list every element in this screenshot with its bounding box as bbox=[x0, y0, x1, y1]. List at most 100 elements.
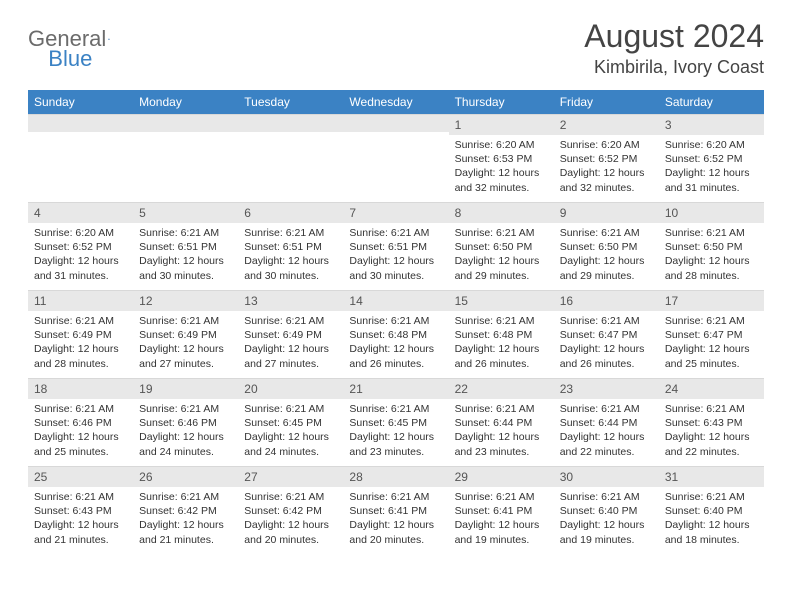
day-number: 6 bbox=[238, 202, 343, 223]
day-number bbox=[238, 114, 343, 132]
daylight-text: Daylight: 12 hours and 20 minutes. bbox=[349, 518, 442, 546]
weekday-monday: Monday bbox=[133, 90, 238, 114]
sunrise-text: Sunrise: 6:21 AM bbox=[455, 402, 548, 416]
calendar-cell: 7Sunrise: 6:21 AMSunset: 6:51 PMDaylight… bbox=[343, 202, 448, 290]
day-body: Sunrise: 6:21 AMSunset: 6:44 PMDaylight:… bbox=[554, 399, 659, 464]
daylight-text: Daylight: 12 hours and 31 minutes. bbox=[34, 254, 127, 282]
calendar-cell: 1Sunrise: 6:20 AMSunset: 6:53 PMDaylight… bbox=[449, 114, 554, 202]
sunset-text: Sunset: 6:45 PM bbox=[244, 416, 337, 430]
sunset-text: Sunset: 6:40 PM bbox=[560, 504, 653, 518]
sunrise-text: Sunrise: 6:21 AM bbox=[139, 226, 232, 240]
day-body: Sunrise: 6:21 AMSunset: 6:40 PMDaylight:… bbox=[554, 487, 659, 552]
day-number: 11 bbox=[28, 290, 133, 311]
logo-text-blue: Blue bbox=[48, 46, 92, 72]
day-body: Sunrise: 6:21 AMSunset: 6:43 PMDaylight:… bbox=[659, 399, 764, 464]
day-body: Sunrise: 6:21 AMSunset: 6:47 PMDaylight:… bbox=[659, 311, 764, 376]
daylight-text: Daylight: 12 hours and 26 minutes. bbox=[455, 342, 548, 370]
sunrise-text: Sunrise: 6:21 AM bbox=[455, 490, 548, 504]
day-body: Sunrise: 6:21 AMSunset: 6:50 PMDaylight:… bbox=[554, 223, 659, 288]
sunrise-text: Sunrise: 6:21 AM bbox=[665, 490, 758, 504]
calendar-cell: 12Sunrise: 6:21 AMSunset: 6:49 PMDayligh… bbox=[133, 290, 238, 378]
logo-sail-icon bbox=[108, 31, 110, 47]
day-number: 17 bbox=[659, 290, 764, 311]
day-body: Sunrise: 6:21 AMSunset: 6:51 PMDaylight:… bbox=[133, 223, 238, 288]
day-body bbox=[238, 132, 343, 192]
sunrise-text: Sunrise: 6:21 AM bbox=[34, 402, 127, 416]
day-body: Sunrise: 6:21 AMSunset: 6:51 PMDaylight:… bbox=[238, 223, 343, 288]
weekday-saturday: Saturday bbox=[659, 90, 764, 114]
day-body: Sunrise: 6:21 AMSunset: 6:51 PMDaylight:… bbox=[343, 223, 448, 288]
day-number: 10 bbox=[659, 202, 764, 223]
sunrise-text: Sunrise: 6:21 AM bbox=[244, 314, 337, 328]
sunset-text: Sunset: 6:53 PM bbox=[455, 152, 548, 166]
sunset-text: Sunset: 6:51 PM bbox=[349, 240, 442, 254]
day-body: Sunrise: 6:21 AMSunset: 6:46 PMDaylight:… bbox=[28, 399, 133, 464]
sunrise-text: Sunrise: 6:21 AM bbox=[560, 314, 653, 328]
calendar-cell: 23Sunrise: 6:21 AMSunset: 6:44 PMDayligh… bbox=[554, 378, 659, 466]
sunrise-text: Sunrise: 6:21 AM bbox=[560, 402, 653, 416]
sunrise-text: Sunrise: 6:21 AM bbox=[139, 314, 232, 328]
calendar-cell: 30Sunrise: 6:21 AMSunset: 6:40 PMDayligh… bbox=[554, 466, 659, 554]
calendar-row: 18Sunrise: 6:21 AMSunset: 6:46 PMDayligh… bbox=[28, 378, 764, 466]
daylight-text: Daylight: 12 hours and 30 minutes. bbox=[244, 254, 337, 282]
day-number: 18 bbox=[28, 378, 133, 399]
daylight-text: Daylight: 12 hours and 27 minutes. bbox=[139, 342, 232, 370]
calendar-cell: 9Sunrise: 6:21 AMSunset: 6:50 PMDaylight… bbox=[554, 202, 659, 290]
calendar-cell: 28Sunrise: 6:21 AMSunset: 6:41 PMDayligh… bbox=[343, 466, 448, 554]
sunrise-text: Sunrise: 6:21 AM bbox=[665, 402, 758, 416]
day-number: 24 bbox=[659, 378, 764, 399]
sunset-text: Sunset: 6:40 PM bbox=[665, 504, 758, 518]
calendar-cell: 16Sunrise: 6:21 AMSunset: 6:47 PMDayligh… bbox=[554, 290, 659, 378]
sunrise-text: Sunrise: 6:21 AM bbox=[560, 226, 653, 240]
calendar-cell: 14Sunrise: 6:21 AMSunset: 6:48 PMDayligh… bbox=[343, 290, 448, 378]
calendar-row: 4Sunrise: 6:20 AMSunset: 6:52 PMDaylight… bbox=[28, 202, 764, 290]
day-number: 19 bbox=[133, 378, 238, 399]
calendar-cell: 31Sunrise: 6:21 AMSunset: 6:40 PMDayligh… bbox=[659, 466, 764, 554]
weekday-header-row: Sunday Monday Tuesday Wednesday Thursday… bbox=[28, 90, 764, 114]
daylight-text: Daylight: 12 hours and 20 minutes. bbox=[244, 518, 337, 546]
day-number: 5 bbox=[133, 202, 238, 223]
calendar-cell: 6Sunrise: 6:21 AMSunset: 6:51 PMDaylight… bbox=[238, 202, 343, 290]
day-number: 1 bbox=[449, 114, 554, 135]
day-body: Sunrise: 6:21 AMSunset: 6:45 PMDaylight:… bbox=[238, 399, 343, 464]
calendar-row: 11Sunrise: 6:21 AMSunset: 6:49 PMDayligh… bbox=[28, 290, 764, 378]
daylight-text: Daylight: 12 hours and 26 minutes. bbox=[560, 342, 653, 370]
calendar-cell: 4Sunrise: 6:20 AMSunset: 6:52 PMDaylight… bbox=[28, 202, 133, 290]
day-number: 22 bbox=[449, 378, 554, 399]
day-number: 29 bbox=[449, 466, 554, 487]
sunrise-text: Sunrise: 6:21 AM bbox=[34, 490, 127, 504]
sunset-text: Sunset: 6:50 PM bbox=[665, 240, 758, 254]
day-body: Sunrise: 6:21 AMSunset: 6:40 PMDaylight:… bbox=[659, 487, 764, 552]
daylight-text: Daylight: 12 hours and 29 minutes. bbox=[455, 254, 548, 282]
sunset-text: Sunset: 6:43 PM bbox=[665, 416, 758, 430]
calendar-cell bbox=[133, 114, 238, 202]
day-number: 31 bbox=[659, 466, 764, 487]
sunrise-text: Sunrise: 6:21 AM bbox=[244, 402, 337, 416]
calendar-cell: 5Sunrise: 6:21 AMSunset: 6:51 PMDaylight… bbox=[133, 202, 238, 290]
location-label: Kimbirila, Ivory Coast bbox=[584, 57, 764, 78]
daylight-text: Daylight: 12 hours and 24 minutes. bbox=[244, 430, 337, 458]
daylight-text: Daylight: 12 hours and 31 minutes. bbox=[665, 166, 758, 194]
weekday-friday: Friday bbox=[554, 90, 659, 114]
sunset-text: Sunset: 6:50 PM bbox=[455, 240, 548, 254]
day-number: 4 bbox=[28, 202, 133, 223]
daylight-text: Daylight: 12 hours and 25 minutes. bbox=[665, 342, 758, 370]
sunset-text: Sunset: 6:52 PM bbox=[560, 152, 653, 166]
daylight-text: Daylight: 12 hours and 26 minutes. bbox=[349, 342, 442, 370]
sunset-text: Sunset: 6:46 PM bbox=[139, 416, 232, 430]
day-body: Sunrise: 6:21 AMSunset: 6:44 PMDaylight:… bbox=[449, 399, 554, 464]
calendar-cell: 2Sunrise: 6:20 AMSunset: 6:52 PMDaylight… bbox=[554, 114, 659, 202]
daylight-text: Daylight: 12 hours and 32 minutes. bbox=[455, 166, 548, 194]
weekday-wednesday: Wednesday bbox=[343, 90, 448, 114]
day-number: 14 bbox=[343, 290, 448, 311]
calendar-cell: 8Sunrise: 6:21 AMSunset: 6:50 PMDaylight… bbox=[449, 202, 554, 290]
day-body: Sunrise: 6:21 AMSunset: 6:49 PMDaylight:… bbox=[133, 311, 238, 376]
calendar-cell: 25Sunrise: 6:21 AMSunset: 6:43 PMDayligh… bbox=[28, 466, 133, 554]
sunrise-text: Sunrise: 6:21 AM bbox=[139, 490, 232, 504]
month-title: August 2024 bbox=[584, 18, 764, 55]
day-number: 13 bbox=[238, 290, 343, 311]
day-number: 16 bbox=[554, 290, 659, 311]
sunset-text: Sunset: 6:51 PM bbox=[244, 240, 337, 254]
sunset-text: Sunset: 6:43 PM bbox=[34, 504, 127, 518]
day-number: 12 bbox=[133, 290, 238, 311]
